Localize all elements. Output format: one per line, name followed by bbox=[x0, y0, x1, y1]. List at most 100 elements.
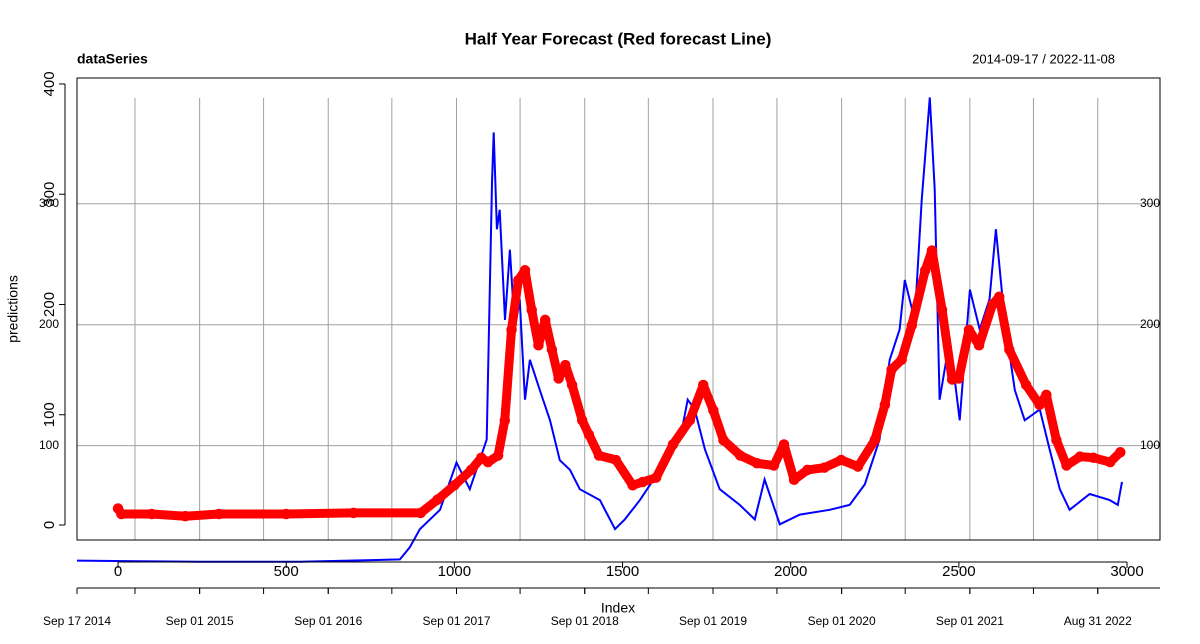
forecast-point bbox=[698, 379, 709, 391]
forecast-point bbox=[576, 415, 588, 426]
forecast-point bbox=[946, 374, 958, 385]
forecast-point bbox=[993, 291, 1005, 303]
forecast-point bbox=[1004, 344, 1015, 355]
forecast-point bbox=[348, 507, 359, 519]
forecast-point bbox=[566, 379, 578, 391]
series-label: dataSeries bbox=[77, 51, 148, 67]
x-tick-label: Sep 01 2016 bbox=[294, 614, 362, 628]
y-tick-label: 300 bbox=[39, 196, 59, 210]
forecast-point bbox=[546, 344, 558, 355]
x-tick-label: 500 bbox=[274, 563, 299, 580]
forecast-point bbox=[788, 474, 800, 486]
forecast-point bbox=[112, 503, 124, 514]
forecast-point bbox=[1115, 446, 1126, 458]
x-tick-label: 2000 bbox=[774, 563, 807, 580]
forecast-point bbox=[415, 507, 426, 519]
y-tick-label: 200 bbox=[39, 317, 59, 331]
forecast-point bbox=[936, 304, 948, 316]
forecast-point bbox=[778, 439, 790, 450]
forecast-point bbox=[280, 508, 292, 520]
chart-title: Half Year Forecast (Red forecast Line) bbox=[465, 29, 772, 48]
forecast-point bbox=[919, 265, 931, 276]
y2-tick-label: 100 bbox=[1140, 438, 1160, 452]
x-tick-label: Sep 17 2014 bbox=[43, 614, 111, 628]
y-tick-label: 300 bbox=[41, 182, 58, 207]
y-tick-label: 0 bbox=[41, 521, 58, 529]
forecast-point bbox=[513, 274, 524, 286]
forecast-point bbox=[953, 373, 965, 384]
x-tick-label: Sep 01 2018 bbox=[551, 614, 619, 628]
forecast-point bbox=[519, 265, 531, 276]
x-tick-label: Aug 31 2022 bbox=[1064, 614, 1132, 628]
forecast-point bbox=[835, 454, 847, 466]
forecast-point bbox=[610, 454, 622, 466]
y-tick-label: 100 bbox=[41, 402, 58, 427]
forecast-point bbox=[1088, 452, 1099, 463]
forecast-point bbox=[906, 320, 918, 331]
plot-box bbox=[76, 77, 1161, 541]
x-tick-label: Sep 01 2019 bbox=[679, 614, 747, 628]
forecast-point bbox=[1104, 456, 1116, 468]
forecast-point bbox=[533, 340, 544, 351]
forecast-point bbox=[708, 405, 719, 416]
forecast-point bbox=[869, 434, 881, 446]
date-range: 2014-09-17 / 2022-11-08 bbox=[972, 51, 1115, 66]
forecast-point bbox=[116, 508, 127, 520]
forecast-point bbox=[879, 399, 891, 411]
y2-tick-label: 200 bbox=[1140, 317, 1160, 331]
y-tick-label: 400 bbox=[41, 71, 58, 96]
y-axis-label: predictions bbox=[5, 275, 21, 343]
forecast-point bbox=[886, 364, 897, 375]
forecast-point bbox=[506, 324, 517, 336]
x-axis-label: Index bbox=[601, 600, 635, 616]
forecast-point bbox=[718, 434, 729, 446]
forecast-point bbox=[526, 304, 537, 316]
forecast-point bbox=[896, 354, 907, 365]
forecast-point bbox=[213, 508, 225, 520]
x-tick-label: 3000 bbox=[1110, 563, 1143, 580]
forecast-point bbox=[1020, 379, 1032, 391]
forecast-point bbox=[560, 359, 571, 371]
forecast-point bbox=[963, 324, 975, 336]
forecast-point bbox=[852, 461, 864, 472]
forecast-point bbox=[593, 450, 605, 461]
x-tick-label: 2500 bbox=[942, 563, 975, 580]
forecast-point bbox=[751, 458, 763, 469]
data-line bbox=[76, 97, 1123, 563]
x-tick-label: Sep 01 2017 bbox=[422, 614, 490, 628]
forecast-point bbox=[667, 439, 679, 450]
x-tick-label: Sep 01 2020 bbox=[808, 614, 876, 628]
forecast-point bbox=[1034, 399, 1045, 411]
forecast-point bbox=[1061, 460, 1072, 471]
forecast-point bbox=[492, 450, 504, 461]
forecast-point bbox=[539, 314, 551, 326]
x-tick-label: Sep 01 2015 bbox=[166, 614, 234, 628]
forecast-point bbox=[650, 472, 662, 483]
forecast-point bbox=[684, 415, 696, 426]
y-tick-label: 100 bbox=[39, 438, 59, 452]
forecast-point bbox=[432, 494, 443, 505]
forecast-point bbox=[449, 480, 460, 491]
forecast-point bbox=[735, 450, 746, 461]
forecast-point bbox=[973, 340, 985, 351]
forecast-point bbox=[465, 464, 477, 476]
forecast-point bbox=[1074, 451, 1086, 462]
y-tick-label: 200 bbox=[41, 292, 58, 317]
forecast-point bbox=[926, 245, 938, 256]
forecast-point bbox=[802, 464, 813, 476]
forecast-point bbox=[637, 476, 648, 488]
x-tick-label: Sep 01 2021 bbox=[936, 614, 1004, 628]
forecast-point bbox=[1041, 389, 1052, 401]
x-tick-label: 1000 bbox=[438, 563, 471, 580]
x-tick-label: 1500 bbox=[606, 563, 639, 580]
forecast-point bbox=[583, 429, 595, 440]
y2-tick-label: 300 bbox=[1140, 196, 1160, 210]
forecast-point bbox=[1051, 434, 1062, 446]
forecast-point bbox=[482, 456, 494, 468]
forecast-point bbox=[553, 373, 564, 384]
forecast-point bbox=[627, 480, 638, 491]
forecast-point bbox=[987, 299, 998, 310]
forecast-point bbox=[819, 462, 830, 473]
